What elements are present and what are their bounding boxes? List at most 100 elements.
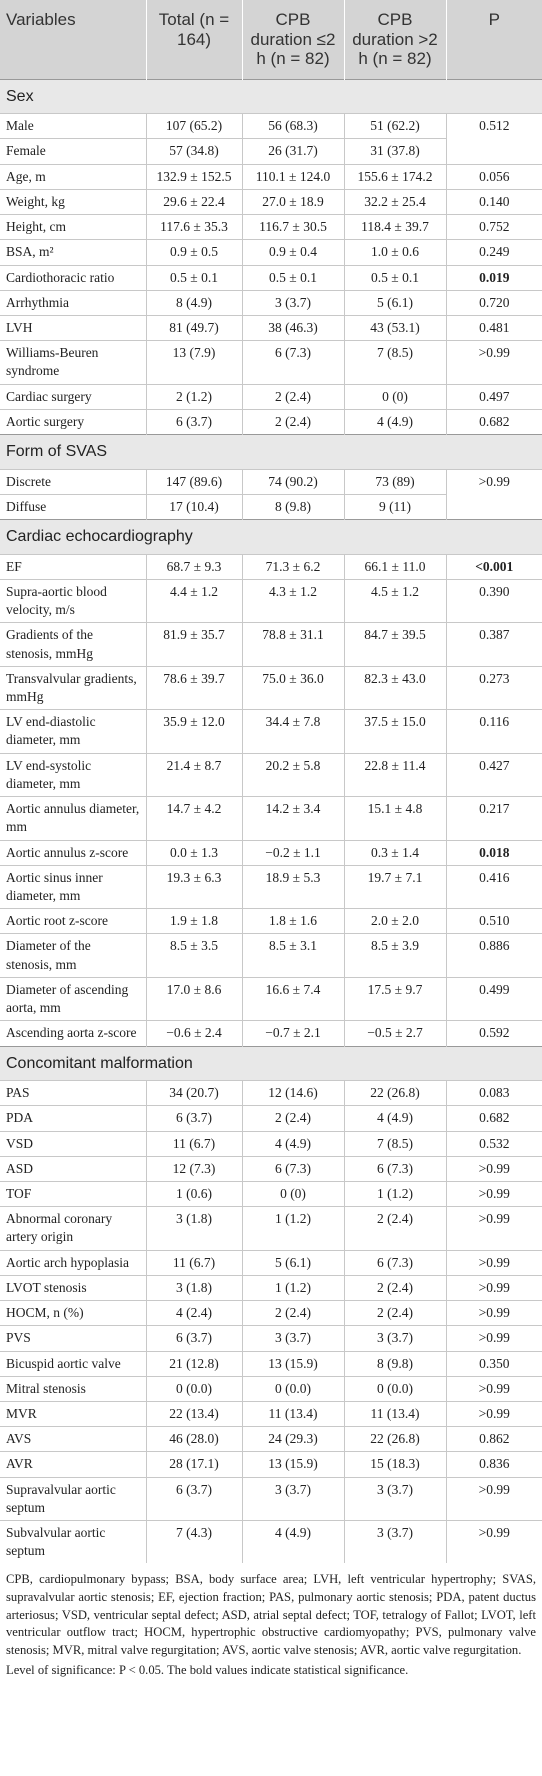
data-row: Aortic sinus inner diameter, mm 19.3 ± 6.… [0,864,542,909]
row-label: Diameter of ascending aorta, mm [0,976,146,1021]
section-row: Cardiac echocardiography [0,519,542,555]
section-row: Form of SVAS [0,434,542,470]
data-row: LVOT stenosis 3 (1.8) 1 (1.2) 2 (2.4) >0.99 [0,1274,542,1301]
p-value: >0.99 [445,1180,542,1207]
value-cell: 21.4 ± 8.7 [145,752,242,797]
data-row: PAS 34 (20.7) 12 (14.6) 22 (26.8) 0.083 [0,1080,542,1106]
row-label: VSD [0,1130,146,1157]
value-cell: 1.9 ± 1.8 [145,908,242,934]
value-cell: 2 (2.4) [241,383,344,410]
data-row: Gradients of the stenosis, mmHg 81.9 ± 35… [0,622,542,667]
value-cell: 4 (4.9) [241,1130,344,1157]
row-label: Arrhythmia [0,289,146,316]
p-value: >0.99 [445,1155,542,1182]
row-label: Cardiothoracic ratio [0,264,146,291]
value-cell: 1.0 ± 0.6 [343,239,446,266]
row-label: MVR [0,1400,146,1427]
value-cell: 56 (68.3) [241,113,344,139]
p-value: >0.99 [445,1400,542,1427]
p-value: 0.532 [445,1130,542,1157]
value-cell: 117.6 ± 35.3 [145,214,242,240]
p-value: 0.512 [445,113,542,165]
value-cell: 81 (49.7) [145,314,242,341]
row-label: Aortic surgery [0,408,146,435]
value-cell: 82.3 ± 43.0 [343,665,446,710]
p-value: >0.99 [445,1325,542,1352]
row-label: Aortic root z-score [0,908,146,934]
p-value: >0.99 [445,1520,542,1564]
p-value: 0.682 [445,408,542,435]
value-cell: 71.3 ± 6.2 [241,553,344,580]
p-value: 0.019 [445,264,542,291]
value-cell: 22.8 ± 11.4 [343,752,446,797]
data-row: Aortic root z-score 1.9 ± 1.8 1.8 ± 1.6 2.0… [0,908,542,934]
value-cell: 6 (3.7) [145,408,242,435]
value-cell: 21 (12.8) [145,1350,242,1377]
table-body: Sex Male 107 (65.2) 56 (68.3) 51 (62.2) 0.512… [0,78,542,1564]
data-row: Aortic annulus z-score 0.0 ± 1.3 −0.2 ± 1.… [0,839,542,866]
row-label: PAS [0,1080,146,1106]
row-label: LV end-systolic diameter, mm [0,752,146,797]
value-cell: 15 (18.3) [343,1451,446,1478]
data-row: LV end-systolic diameter, mm 21.4 ± 8.7 20… [0,752,542,797]
value-cell: 5 (6.1) [343,289,446,316]
p-value: 0.350 [445,1350,542,1377]
value-cell: 34 (20.7) [145,1080,242,1106]
data-row: LV end-diastolic diameter, mm 35.9 ± 12.0… [0,709,542,754]
data-row: Williams-Beuren syndrome 13 (7.9) 6 (7.3) 7… [0,340,542,385]
p-value: >0.99 [445,468,542,520]
data-row: Height, cm 117.6 ± 35.3 116.7 ± 30.5 118.4 … [0,214,542,240]
p-value: 0.217 [445,796,542,841]
section-label: Form of SVAS [0,434,542,470]
row-label: EF [0,553,146,580]
data-row: PDA 6 (3.7) 2 (2.4) 4 (4.9) 0.682 [0,1105,542,1132]
value-cell: 22 (26.8) [343,1426,446,1452]
data-row: Mitral stenosis 0 (0.0) 0 (0.0) 0 (0.0) >0.9… [0,1375,542,1402]
value-cell: 35.9 ± 12.0 [145,709,242,754]
data-row: MVR 22 (13.4) 11 (13.4) 11 (13.4) >0.99 [0,1400,542,1427]
value-cell: 4 (4.9) [241,1520,344,1564]
value-cell: 6 (3.7) [145,1325,242,1352]
row-label: Williams-Beuren syndrome [0,340,146,385]
row-label: Weight, kg [0,188,146,215]
row-label: Female [0,138,146,165]
value-cell: 5 (6.1) [241,1249,344,1276]
data-row: Aortic annulus diameter, mm 14.7 ± 4.2 14.… [0,796,542,841]
data-row: PVS 6 (3.7) 3 (3.7) 3 (3.7) >0.99 [0,1325,542,1352]
value-cell: 3 (1.8) [145,1274,242,1301]
row-label: Bicuspid aortic valve [0,1350,146,1377]
footnote: Level of significance: P < 0.05. The bol… [6,1662,409,1677]
value-cell: 27.0 ± 18.9 [241,188,344,215]
value-cell: 15.1 ± 4.8 [343,796,446,841]
row-label: PDA [0,1105,146,1132]
row-label: Cardiac surgery [0,383,146,410]
value-cell: 34.4 ± 7.8 [241,709,344,754]
value-cell: 11 (6.7) [145,1249,242,1276]
header-cell: Variables [0,0,146,80]
p-value: 0.416 [445,864,542,909]
footnotes: CPB, cardiopulmonary bypass; BSA, body s… [0,1563,542,1679]
row-label: Supravalvular aortic septum [0,1476,146,1521]
value-cell: 16.6 ± 7.4 [241,976,344,1021]
data-row: Diameter of ascending aorta, mm 17.0 ± 8.… [0,976,542,1021]
value-cell: 78.6 ± 39.7 [145,665,242,710]
value-cell: 3 (3.7) [241,289,344,316]
value-cell: 0.9 ± 0.5 [145,239,242,266]
value-cell: 24 (29.3) [241,1426,344,1452]
row-label: Aortic annulus diameter, mm [0,796,146,841]
row-label: LV end-diastolic diameter, mm [0,709,146,754]
value-cell: 11 (13.4) [241,1400,344,1427]
value-cell: 7 (4.3) [145,1520,242,1564]
data-row: EF 68.7 ± 9.3 71.3 ± 6.2 66.1 ± 11.0 <0.001 [0,553,542,580]
p-value: 0.116 [445,709,542,754]
value-cell: 8.5 ± 3.9 [343,933,446,978]
value-cell: 116.7 ± 30.5 [241,214,344,240]
value-cell: 2.0 ± 2.0 [343,908,446,934]
value-cell: 110.1 ± 124.0 [241,163,344,190]
p-value: 0.862 [445,1426,542,1452]
value-cell: 3 (3.7) [343,1325,446,1352]
value-cell: 46 (28.0) [145,1426,242,1452]
value-cell: 37.5 ± 15.0 [343,709,446,754]
value-cell: 14.2 ± 3.4 [241,796,344,841]
